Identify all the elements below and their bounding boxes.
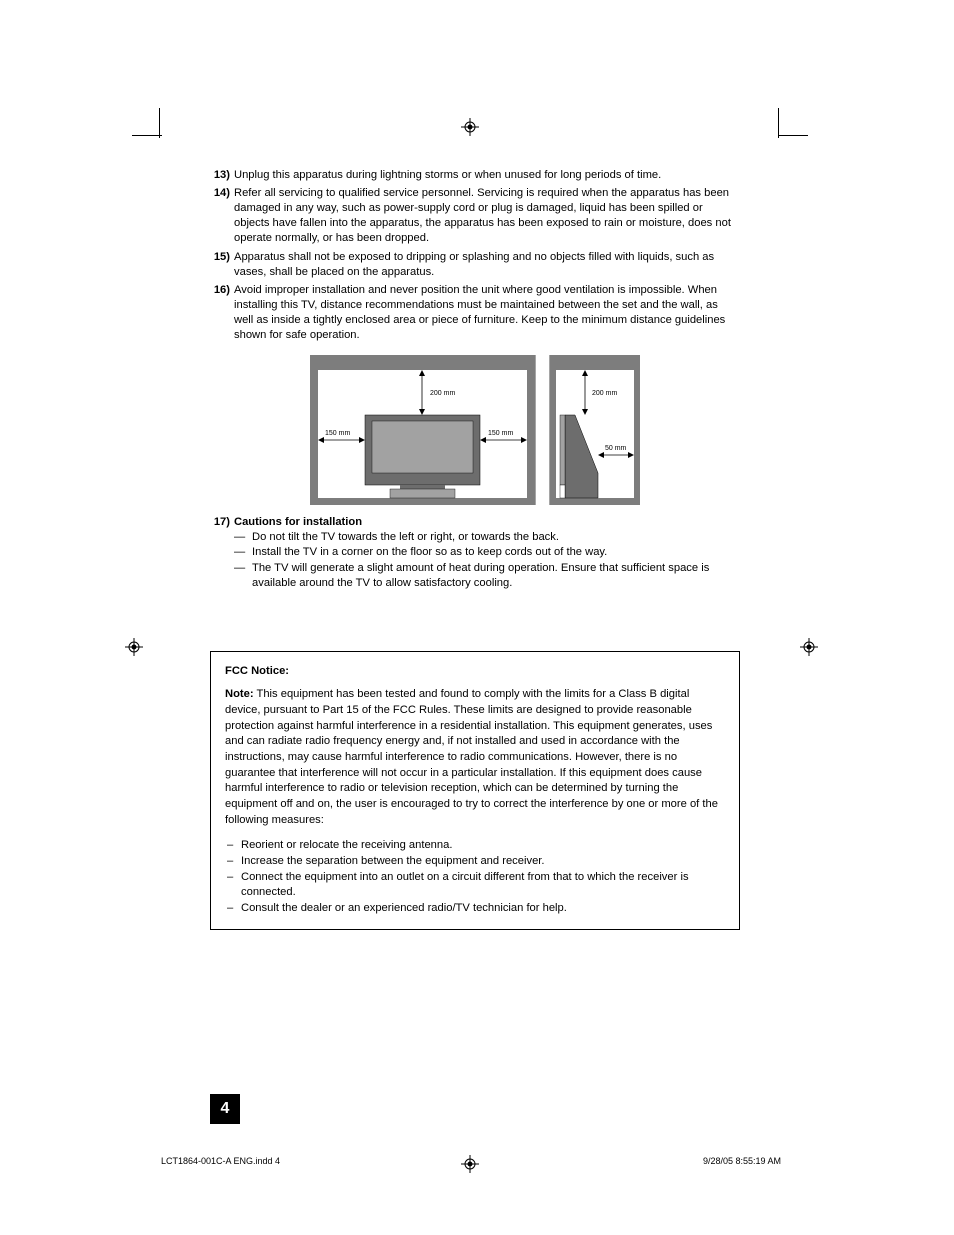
item-number: 16) (210, 283, 234, 343)
list-item: 16) Avoid improper installation and neve… (210, 283, 740, 343)
registration-mark-icon (125, 638, 143, 656)
registration-mark-icon (461, 118, 479, 136)
item-heading: Cautions for installation (234, 516, 362, 528)
page-number: 4 (210, 1094, 240, 1124)
item-number: 13) (210, 168, 234, 183)
sub-item-text: Install the TV in a corner on the floor … (252, 545, 607, 560)
crop-mark (159, 108, 160, 138)
list-item: 15) Apparatus shall not be exposed to dr… (210, 250, 740, 280)
diagram-label: 150 mm (488, 430, 513, 437)
list-item: 13) Unplug this apparatus during lightni… (210, 168, 740, 183)
item-number: 14) (210, 186, 234, 246)
sub-list-item: —The TV will generate a slight amount of… (234, 561, 740, 591)
page-number-value: 4 (221, 1100, 230, 1118)
diagram-label: 150 mm (325, 430, 350, 437)
fcc-note-lead: Note: (225, 688, 254, 700)
diagram-label: 200 mm (430, 390, 455, 397)
crop-mark (132, 135, 162, 136)
print-footer: LCT1864-001C-A ENG.indd 4 9/28/05 8:55:1… (161, 1156, 781, 1166)
item-text: Avoid improper installation and never po… (234, 283, 740, 343)
crop-mark (778, 108, 779, 138)
fcc-measures: –Reorient or relocate the receiving ante… (225, 838, 725, 916)
list-item: 14) Refer all servicing to qualified ser… (210, 186, 740, 246)
item-number: 15) (210, 250, 234, 280)
footer-timestamp: 9/28/05 8:55:19 AM (703, 1156, 781, 1166)
crop-mark (778, 135, 808, 136)
measure-item: –Reorient or relocate the receiving ante… (225, 838, 725, 854)
item-text: Unplug this apparatus during lightning s… (234, 168, 740, 183)
sub-item-text: The TV will generate a slight amount of … (252, 561, 740, 591)
fcc-title: FCC Notice: (225, 664, 725, 680)
page-content: 13) Unplug this apparatus during lightni… (210, 168, 740, 930)
registration-mark-icon (800, 638, 818, 656)
fcc-body-text: This equipment has been tested and found… (225, 688, 718, 825)
clearance-diagram: 200 mm 150 mm 150 mm (210, 355, 740, 505)
fcc-body: Note: This equipment has been tested and… (225, 687, 725, 828)
item-text: Apparatus shall not be exposed to drippi… (234, 250, 740, 280)
footer-filename: LCT1864-001C-A ENG.indd 4 (161, 1156, 280, 1166)
list-item: 17) Cautions for installation —Do not ti… (210, 515, 740, 591)
measure-text: Consult the dealer or an experienced rad… (241, 901, 567, 917)
fcc-notice-box: FCC Notice: Note: This equipment has bee… (210, 651, 740, 930)
measure-item: –Connect the equipment into an outlet on… (225, 870, 725, 901)
sub-item-text: Do not tilt the TV towards the left or r… (252, 530, 559, 545)
measure-text: Reorient or relocate the receiving anten… (241, 838, 452, 854)
measure-item: –Consult the dealer or an experienced ra… (225, 901, 725, 917)
measure-text: Increase the separation between the equi… (241, 854, 545, 870)
sub-list-item: —Install the TV in a corner on the floor… (234, 545, 740, 560)
sub-list-item: —Do not tilt the TV towards the left or … (234, 530, 740, 545)
item-number: 17) (210, 515, 234, 591)
diagram-label: 200 mm (592, 390, 617, 397)
measure-text: Connect the equipment into an outlet on … (241, 870, 725, 901)
measure-item: –Increase the separation between the equ… (225, 854, 725, 870)
diagram-label: 50 mm (605, 445, 627, 452)
item-text: Refer all servicing to qualified service… (234, 186, 740, 246)
